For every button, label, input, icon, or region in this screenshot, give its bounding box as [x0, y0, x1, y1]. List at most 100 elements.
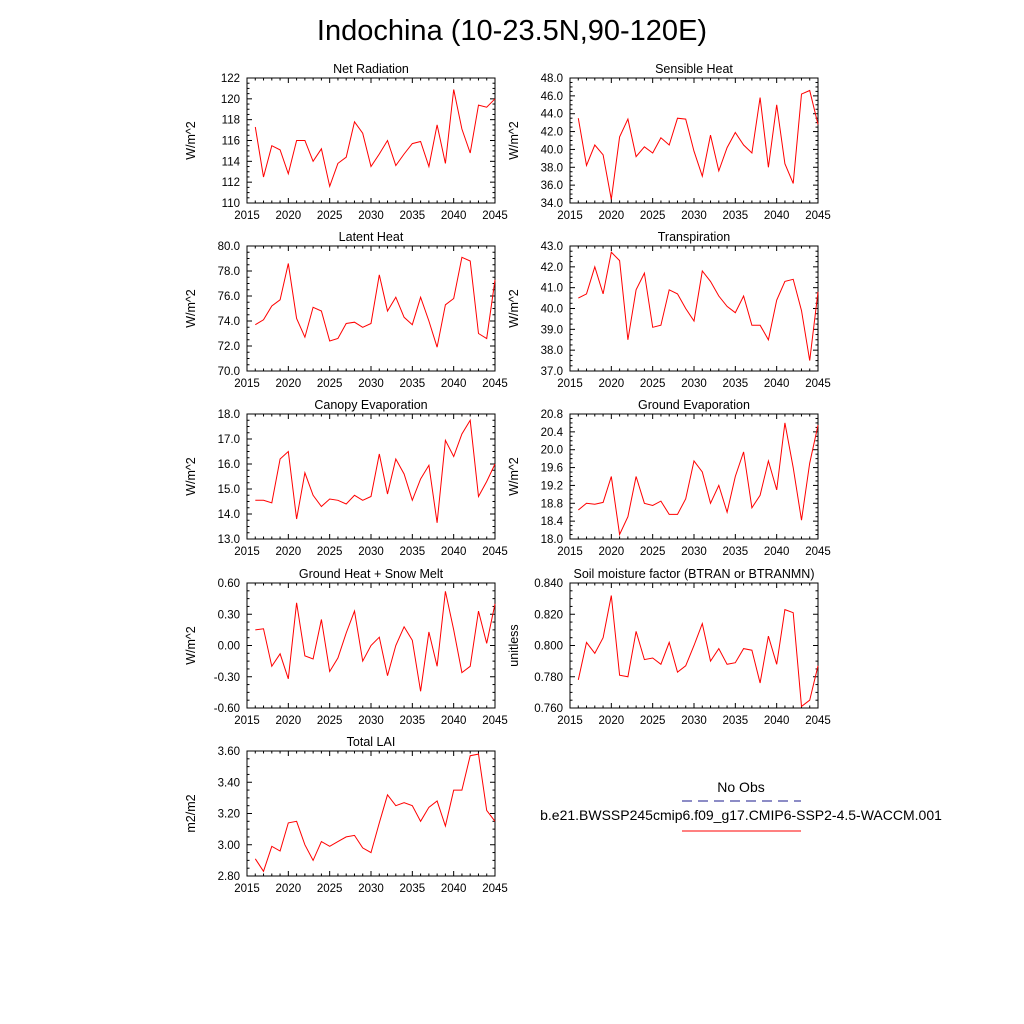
y-tick-label: 20.0	[541, 445, 563, 457]
x-tick-label: 2030	[358, 378, 384, 390]
legend-obs-label: No Obs	[717, 779, 764, 795]
panel: Transpiration W/m^2 2015 2020 2025 2030 2035 20…	[507, 230, 831, 390]
y-tick-label: 17.0	[218, 434, 240, 446]
panel: Ground Evaporation W/m^2 2015 2020 2025 2030 2…	[507, 398, 831, 558]
x-tick-label: 2035	[400, 715, 426, 727]
y-tick-label: 118	[222, 115, 240, 127]
y-tick-label: 16.0	[218, 459, 240, 471]
x-tick-label: 2025	[317, 715, 343, 727]
y-tick-label: 18.4	[541, 516, 564, 528]
y-tick-label: 41.0	[541, 283, 563, 295]
y-tick-label: 3.40	[218, 777, 240, 789]
y-tick-label: 0.760	[534, 703, 563, 715]
x-tick-label: 2025	[317, 883, 343, 895]
x-tick-label: 2045	[482, 883, 508, 895]
x-tick-label: 2035	[723, 546, 749, 558]
x-tick-label: 2030	[681, 210, 707, 222]
x-tick-label: 2020	[276, 210, 302, 222]
x-tick-label: 2015	[234, 210, 260, 222]
y-axis-label: W/m^2	[507, 457, 521, 496]
y-tick-label: 78.0	[218, 266, 240, 278]
y-tick-label: 2.80	[218, 871, 240, 883]
panel-title: Ground Heat + Snow Melt	[299, 567, 444, 581]
y-tick-label: 15.0	[218, 484, 240, 496]
x-tick-label: 2020	[276, 883, 302, 895]
x-tick-label: 2040	[441, 210, 467, 222]
x-tick-label: 2035	[400, 210, 426, 222]
plot-frame	[246, 413, 496, 540]
y-tick-label: 46.0	[541, 91, 563, 103]
y-tick-label: 38.0	[541, 162, 563, 174]
y-tick-label: 0.30	[218, 609, 240, 621]
y-tick-label: 18.0	[218, 409, 240, 421]
plot-frame	[246, 750, 496, 877]
x-tick-label: 2040	[764, 210, 790, 222]
x-tick-label: 2030	[681, 546, 707, 558]
y-tick-label: 3.20	[218, 809, 240, 821]
y-tick-label: 37.0	[541, 366, 563, 378]
x-tick-label: 2015	[557, 210, 583, 222]
y-axis-label: W/m^2	[184, 457, 198, 496]
y-tick-label: 44.0	[541, 109, 563, 121]
plot-frame	[246, 245, 496, 372]
x-tick-label: 2025	[640, 378, 666, 390]
y-tick-label: 34.0	[541, 198, 563, 210]
y-tick-label: 40.0	[541, 304, 563, 316]
series-line	[577, 89, 819, 200]
x-tick-label: 2015	[557, 546, 583, 558]
x-tick-label: 2025	[640, 210, 666, 222]
x-tick-label: 2045	[482, 210, 508, 222]
y-tick-label: 0.820	[534, 609, 563, 621]
panel: Total LAI m2/m2 2015 2020 2025 2030 2035 2040 20…	[184, 735, 508, 895]
x-tick-label: 2020	[599, 715, 625, 727]
x-tick-label: 2030	[358, 210, 384, 222]
panel: Canopy Evaporation W/m^2 2015 2020 2025 2030 2…	[184, 398, 508, 558]
legend-model-label: b.e21.BWSSP245cmip6.f09_g17.CMIP6-SSP2-4…	[540, 807, 942, 823]
x-tick-label: 2020	[276, 378, 302, 390]
y-tick-label: 14.0	[218, 509, 240, 521]
x-tick-label: 2045	[482, 378, 508, 390]
series-line	[577, 422, 819, 537]
x-tick-label: 2025	[317, 378, 343, 390]
x-tick-label: 2020	[276, 546, 302, 558]
plot-frame	[246, 77, 496, 204]
y-tick-label: 42.0	[541, 127, 563, 139]
y-axis-label: unitless	[507, 624, 521, 666]
y-axis-label: W/m^2	[184, 626, 198, 665]
y-tick-label: 76.0	[218, 291, 240, 303]
y-tick-label: 110	[222, 198, 240, 210]
panel: Sensible Heat W/m^2 2015 2020 2025 2030 2035 20…	[507, 62, 831, 222]
y-tick-label: 19.6	[541, 463, 563, 475]
x-tick-label: 2040	[764, 715, 790, 727]
x-tick-label: 2030	[358, 546, 384, 558]
y-tick-label: 20.4	[541, 427, 564, 439]
panel-title: Sensible Heat	[655, 62, 733, 76]
y-tick-label: 18.8	[541, 498, 563, 510]
y-axis-label: W/m^2	[507, 121, 521, 160]
panel-title: Soil moisture factor (BTRAN or BTRANMN)	[573, 567, 814, 581]
x-tick-label: 2045	[482, 546, 508, 558]
y-tick-label: 42.0	[541, 262, 563, 274]
panel-title: Transpiration	[658, 230, 731, 244]
x-tick-label: 2040	[764, 378, 790, 390]
x-tick-label: 2035	[400, 378, 426, 390]
x-tick-label: 2025	[640, 715, 666, 727]
x-tick-label: 2020	[599, 210, 625, 222]
y-tick-label: 0.840	[534, 578, 563, 590]
x-tick-label: 2035	[400, 883, 426, 895]
y-tick-label: 70.0	[218, 366, 240, 378]
x-tick-label: 2015	[557, 715, 583, 727]
x-tick-label: 2020	[276, 715, 302, 727]
x-tick-label: 2020	[599, 378, 625, 390]
y-tick-label: 116	[222, 136, 240, 148]
y-tick-label: 20.8	[541, 409, 563, 421]
y-tick-label: -0.30	[214, 672, 240, 684]
y-tick-label: 74.0	[218, 316, 240, 328]
y-tick-label: 13.0	[218, 534, 240, 546]
y-tick-label: 40.0	[541, 144, 563, 156]
x-tick-label: 2030	[358, 715, 384, 727]
panel: Soil moisture factor (BTRAN or BTRANMN) u…	[507, 567, 831, 727]
panel: Net Radiation W/m^2 2015 2020 2025 2030 2035 20…	[184, 62, 508, 222]
y-tick-label: 0.800	[534, 641, 563, 653]
